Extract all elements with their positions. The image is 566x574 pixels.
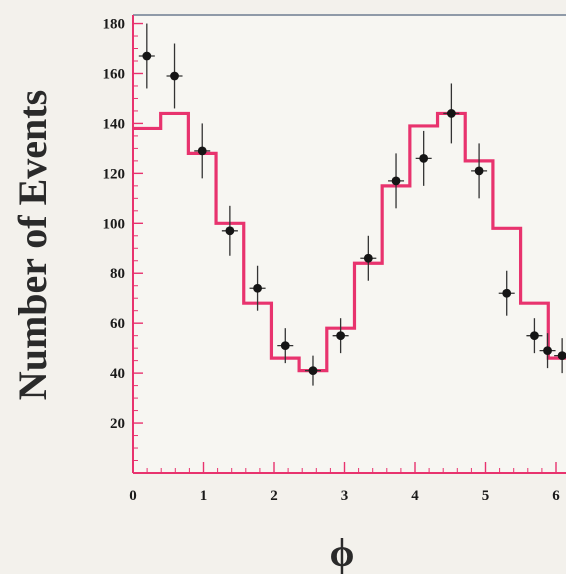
data-point [543,346,552,356]
data-point [280,341,290,351]
y-tick-label: 140 [103,116,126,132]
data-point [197,146,207,156]
data-point [363,253,373,263]
x-tick-label: 2 [270,488,278,504]
data-point [530,331,539,341]
data-point [253,283,262,293]
y-tick-label: 80 [110,266,125,282]
y-tick-label: 120 [103,166,126,182]
axis-ticks [132,22,557,473]
data-point [502,288,512,298]
x-axis-title: ϕ [330,530,355,574]
x-tick-label: 4 [411,488,419,504]
y-tick-label: 60 [110,316,125,332]
y-tick-label: 160 [103,66,126,82]
y-tick-label: 180 [103,17,126,33]
y-tick-label: 40 [110,366,125,382]
points-layer [138,23,566,386]
y-tick-label: 100 [103,216,126,232]
data-point [170,71,179,81]
x-tick-label: 6 [552,488,560,504]
x-tick-label: 1 [200,488,208,504]
data-point [336,331,346,341]
plot-background [133,15,566,473]
y-axis-title: Number of Events [10,90,55,400]
x-tick-label: 3 [341,488,349,504]
data-point [142,51,152,61]
data-point [557,351,566,361]
x-tick-label: 5 [482,488,490,504]
data-point [474,166,484,176]
data-point [419,153,429,163]
data-point [225,226,235,236]
plot-frame [132,14,566,474]
data-point [308,366,318,376]
y-tick-label: 20 [110,416,125,432]
x-tick-label: 0 [129,488,137,504]
data-point [391,176,401,186]
data-point [446,109,456,118]
tick-labels: 20 40 60 80 100 120 140 160 180 0 1 2 3 4 5 6 [103,17,561,504]
